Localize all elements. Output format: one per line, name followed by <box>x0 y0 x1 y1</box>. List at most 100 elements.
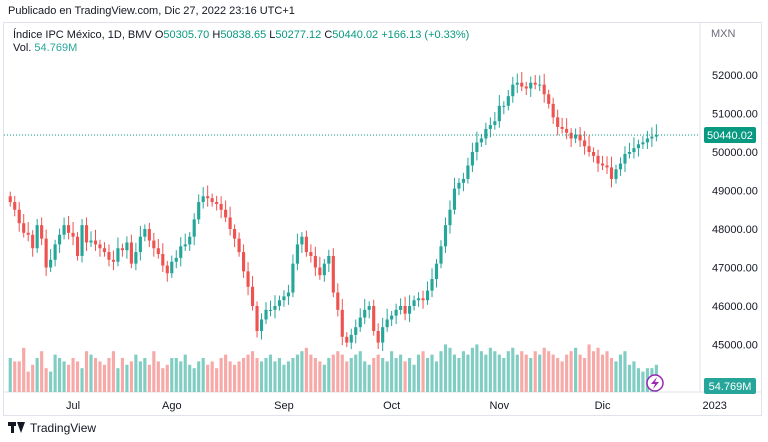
candle-body <box>71 232 75 237</box>
volume-bar <box>542 347 546 392</box>
candle-body <box>8 196 12 203</box>
x-tick-label: Ago <box>162 400 182 412</box>
volume-bar <box>416 354 421 392</box>
candle-body <box>277 300 282 306</box>
volume-bar <box>497 354 501 392</box>
volume-bar <box>399 354 403 392</box>
candle-body <box>174 257 178 262</box>
volume-bar <box>574 347 578 392</box>
candle-body <box>75 236 80 256</box>
volume-bar <box>363 361 367 392</box>
volume-bar <box>183 354 187 392</box>
candle-body <box>250 286 255 306</box>
volume-bar <box>273 361 277 392</box>
low-value: 50277.12 <box>275 29 322 41</box>
candle-body <box>479 138 483 143</box>
volume-bar <box>354 354 358 392</box>
volume-bar <box>524 354 528 392</box>
volume-bar <box>515 354 519 392</box>
candle-body <box>529 82 533 89</box>
lightning-icon[interactable] <box>646 374 664 392</box>
volume-bar <box>264 358 268 392</box>
volume-bar <box>138 361 142 392</box>
volume-bar <box>120 358 124 392</box>
candle-body <box>403 306 407 314</box>
candle-body <box>605 165 609 168</box>
candle-body <box>219 203 223 210</box>
volume-bar <box>439 351 443 392</box>
volume-bar <box>479 351 483 392</box>
candle-body <box>457 182 461 189</box>
candle-body <box>538 84 542 86</box>
candle-body <box>627 152 632 154</box>
candle-body <box>623 153 627 164</box>
candle-body <box>390 315 394 320</box>
volume-value: 54.769M <box>34 42 78 54</box>
volume-bar <box>434 361 439 392</box>
y-tick-label: 49000.00 <box>712 186 758 198</box>
candle-body <box>363 309 367 318</box>
volume-bar <box>461 351 466 392</box>
volume-bar <box>520 351 524 392</box>
volume-bar <box>134 354 138 392</box>
candle-body <box>502 105 506 107</box>
volume-bar <box>484 354 488 392</box>
candle-body <box>300 236 304 245</box>
candle-body <box>430 279 434 291</box>
volume-bar <box>313 358 317 392</box>
candle-body <box>206 196 210 199</box>
candle-body <box>520 82 524 87</box>
candle-body <box>93 240 98 245</box>
candle-body <box>188 236 192 245</box>
volume-label: Vol. <box>13 42 32 54</box>
volume-bar <box>282 364 286 392</box>
candle-body <box>461 178 466 183</box>
volume-bar <box>35 358 39 392</box>
candle-body <box>506 96 510 106</box>
candle-body <box>246 271 250 287</box>
open-value: 50305.70 <box>163 29 210 41</box>
volume-bar <box>304 347 308 392</box>
volume-bar <box>71 358 75 392</box>
volume-bar <box>111 351 116 392</box>
low-label: L <box>269 29 276 41</box>
volume-bar <box>170 358 174 392</box>
candle-body <box>116 248 120 262</box>
volume-bar <box>560 361 564 392</box>
volume-bar <box>358 351 362 392</box>
candle-body <box>466 165 470 179</box>
volume-bar <box>40 351 44 392</box>
volume-bar <box>605 351 609 392</box>
volume-bar <box>511 347 515 392</box>
volume-bar <box>277 358 282 392</box>
candle-body <box>161 254 165 266</box>
volume-bar <box>367 364 371 392</box>
close-value: 50440.02 <box>332 29 379 41</box>
candle-body <box>125 242 129 251</box>
volume-bar <box>448 347 452 392</box>
candle-body <box>614 169 618 179</box>
candle-body <box>53 244 57 260</box>
volume-bar <box>322 364 326 392</box>
candle-body <box>331 255 335 293</box>
footer-brand: TradingView <box>30 421 97 435</box>
volume-bar <box>614 361 618 392</box>
volume-bar <box>641 371 645 392</box>
candle-body <box>345 336 349 343</box>
symbol-name[interactable]: Índice IPC México, 1D, BMV <box>13 29 152 41</box>
y-tick-label: 46000.00 <box>712 301 758 313</box>
volume-bar <box>421 351 425 392</box>
volume-bar <box>596 347 600 392</box>
candle-body <box>165 265 169 274</box>
volume-bar <box>583 358 587 392</box>
volume-bar <box>475 344 479 392</box>
volume-bar <box>31 364 35 392</box>
candle-body <box>107 252 111 260</box>
y-tick-label: 50000.00 <box>712 147 758 159</box>
volume-bar <box>93 358 98 392</box>
volume-bar <box>174 358 178 392</box>
volume-bar <box>403 361 407 392</box>
candle-body <box>35 225 39 249</box>
candle-body <box>381 327 385 343</box>
